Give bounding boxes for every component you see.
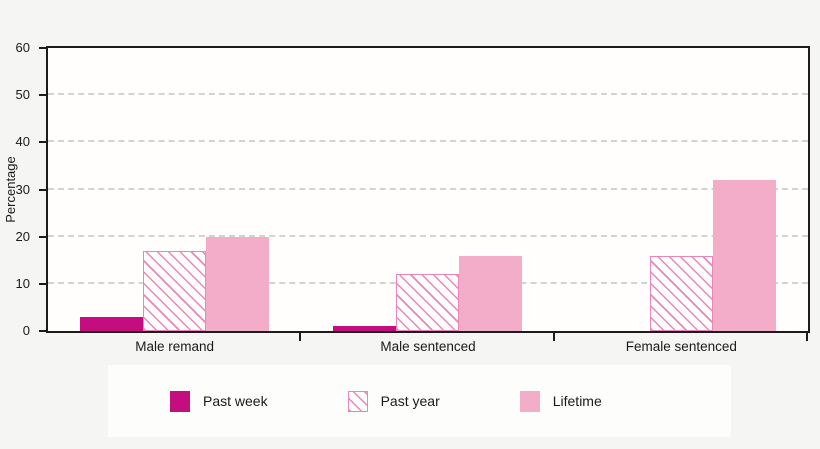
x-axis-category-labels: Male remand Male sentenced Female sentence… [48,339,808,357]
y-tick-mark-40 [39,141,46,144]
legend-item-past-year: Past year [347,390,440,412]
bar-past-week-male-sentenced [333,326,397,331]
y-tick-mark-30 [39,188,46,191]
legend-item-past-week: Past week [170,390,268,412]
legend-swatch-past-week [170,390,190,412]
y-tick-mark-0 [39,330,46,332]
bar-lifetime-female-sentenced [712,180,776,331]
legend-swatch-lifetime [519,390,540,412]
y-tick-label-20: 20 [15,228,30,244]
y-tick-mark-50 [39,94,46,97]
bar-past-year-female-sentenced [649,256,713,331]
plot-area [39,46,810,341]
gridline-50 [48,93,808,96]
legend-item-lifetime: Lifetime [519,390,602,412]
y-tick-label-10: 10 [15,275,30,291]
x-tick-mark-2 [552,333,555,341]
legend: Past week Past year Lifetime [108,365,731,437]
x-category-label-male-remand: Male remand [135,339,215,354]
bar-groups [48,48,808,331]
bar-group-male-sentenced [301,48,554,331]
bar-lifetime-male-sentenced [459,256,523,331]
gridline-20 [48,234,808,237]
bar-past-week-male-remand [80,317,144,331]
gridline-30 [48,187,808,190]
y-tick-mark-10 [39,282,46,285]
bar-group-female-sentenced [555,48,808,331]
y-tick-label-50: 50 [15,87,30,103]
y-tick-label-0: 0 [22,323,30,338]
y-tick-mark-20 [39,235,46,238]
legend-label-lifetime: Lifetime [552,393,602,409]
y-tick-label-60: 60 [15,40,30,55]
gridline-40 [48,140,808,143]
y-axis-tick-labels: 0 10 20 30 40 50 60 [0,40,38,338]
x-tick-mark-3 [806,333,808,341]
y-tick-label-30: 30 [15,181,30,197]
legend-label-past-week: Past week [203,393,268,409]
x-category-label-female-sentenced: Female sentenced [625,339,737,354]
legend-label-past-year: Past year [380,393,440,409]
legend-swatch-past-year [347,390,368,412]
bar-past-year-male-sentenced [396,274,460,331]
y-tick-mark-60 [39,47,46,49]
bar-past-year-male-remand [143,251,207,331]
bar-lifetime-male-remand [206,237,270,331]
x-category-label-male-sentenced: Male sentenced [380,339,476,354]
plot-inner [39,47,808,341]
x-tick-mark-1 [299,333,302,341]
bar-group-male-remand [48,48,301,331]
y-tick-label-40: 40 [15,134,30,150]
